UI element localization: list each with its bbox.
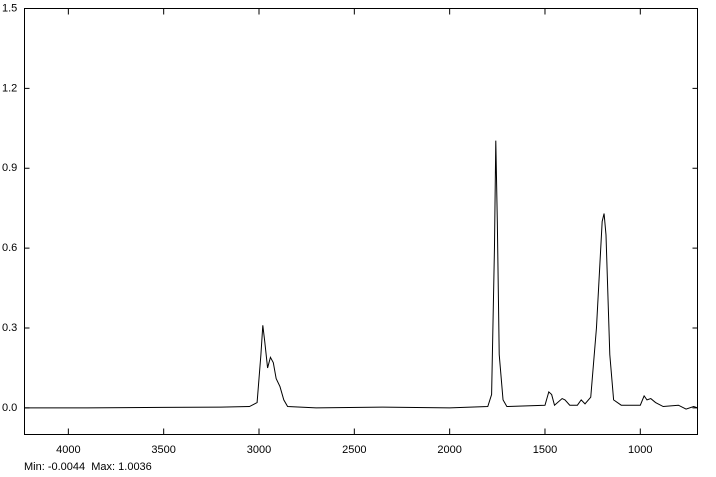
y-tick-label: 1.2 — [2, 82, 17, 94]
x-tick-label: 2500 — [342, 444, 366, 456]
min-max-label: Min: -0.0044 Max: 1.0036 — [24, 461, 152, 473]
plot-frame — [24, 8, 698, 435]
y-tick-label: 1.5 — [2, 2, 17, 14]
spectrum-line — [24, 140, 698, 410]
x-tick-label: 3000 — [247, 444, 271, 456]
x-tick-label: 3500 — [151, 444, 175, 456]
x-tick-label: 1500 — [533, 444, 557, 456]
y-tick-label: 0.9 — [2, 162, 17, 174]
x-tick-label: 2000 — [437, 444, 461, 456]
y-tick-label: 0.0 — [2, 402, 17, 414]
x-tick-label: 4000 — [56, 444, 80, 456]
y-tick-label: 0.6 — [2, 242, 17, 254]
y-tick-label: 0.3 — [2, 322, 17, 334]
x-tick-label: 1000 — [628, 444, 652, 456]
